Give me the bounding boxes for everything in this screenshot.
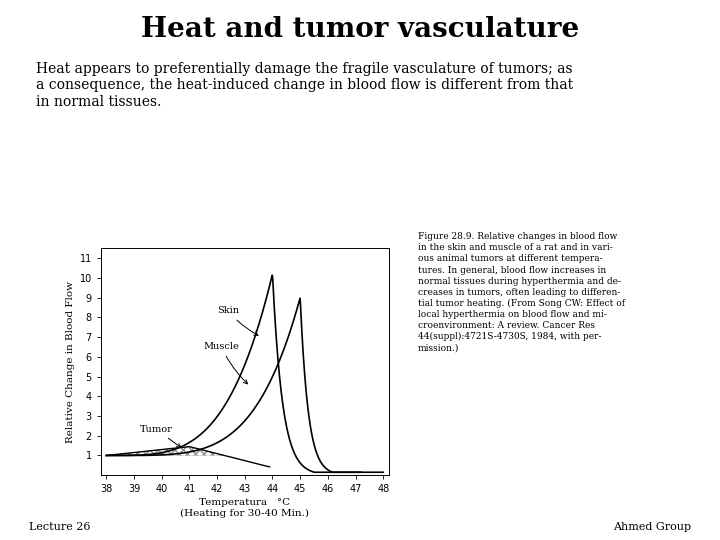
Y-axis label: Relative Change in Blood Flow: Relative Change in Blood Flow: [66, 281, 76, 443]
Text: Lecture 26: Lecture 26: [29, 522, 90, 532]
Text: Heat and tumor vasculature: Heat and tumor vasculature: [141, 16, 579, 43]
Text: Skin: Skin: [217, 307, 258, 335]
Text: Figure 28.9. Relative changes in blood flow
in the skin and muscle of a rat and : Figure 28.9. Relative changes in blood f…: [418, 232, 624, 353]
Text: Muscle: Muscle: [203, 342, 248, 384]
Text: Heat appears to preferentially damage the fragile vasculature of tumors; as
a co: Heat appears to preferentially damage th…: [36, 62, 573, 109]
X-axis label: Temperatura   °C
(Heating for 30-40 Min.): Temperatura °C (Heating for 30-40 Min.): [180, 498, 310, 518]
Text: Tumor: Tumor: [140, 425, 181, 447]
Text: Ahmed Group: Ahmed Group: [613, 522, 691, 532]
